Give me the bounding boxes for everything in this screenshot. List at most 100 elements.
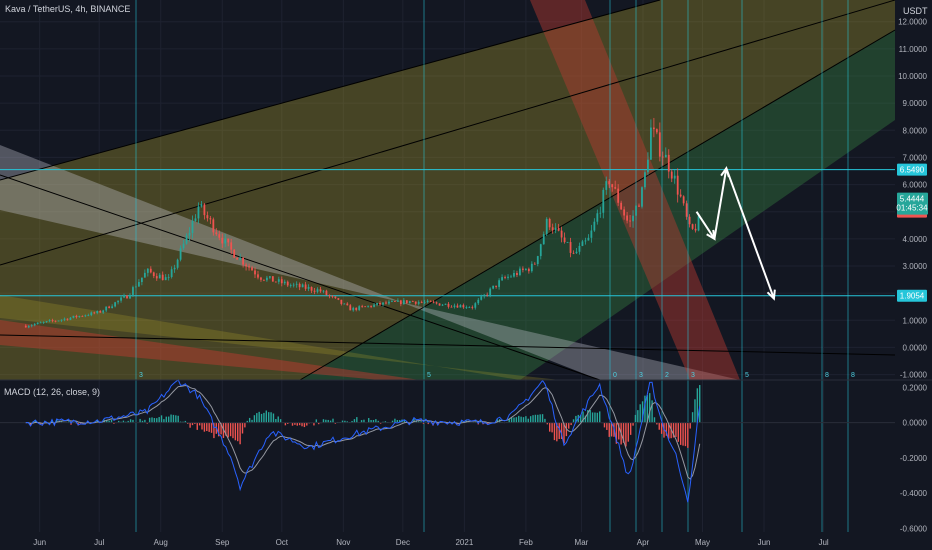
candle-body [641, 187, 643, 207]
time-tick-label: Jun [33, 538, 46, 547]
price-axis[interactable]: 12.0000 11.0000 10.0000 9.0000 8.0000 7.0000 6… [898, 18, 927, 380]
candle-body [167, 276, 170, 278]
candle-body [691, 224, 694, 229]
candle-body [155, 276, 158, 279]
price-tick-label: 3.0000 [903, 262, 928, 271]
candle-body [536, 256, 539, 264]
histogram-bar [534, 414, 537, 423]
histogram-bar [306, 422, 308, 426]
histogram-bar [658, 422, 660, 430]
time-tick-label: Jun [758, 538, 771, 547]
time-tick-label: Jul [94, 538, 104, 547]
candle-body [146, 268, 149, 273]
price-tick-label: 9.0000 [903, 99, 928, 108]
candle-body [57, 320, 60, 322]
candle-body [388, 301, 390, 304]
time-axis[interactable]: Jun Jul Aug Sep Oct Nov Dec 2021 Feb Mar Apr May Jun… [33, 538, 829, 547]
candle-body [513, 272, 515, 277]
candle-body [548, 218, 551, 228]
macd-tick-label: -0.4000 [900, 489, 928, 498]
macd-axis[interactable]: 0.2000 0.0000 -0.2000 -0.4000 -0.6000 [900, 383, 928, 533]
candle-body [385, 302, 387, 304]
histogram-bar [313, 422, 315, 426]
histogram-bar [618, 422, 620, 440]
histogram-bar [53, 422, 56, 425]
candle-body [149, 268, 152, 273]
histogram-bar [606, 422, 608, 430]
histogram-bar [160, 415, 163, 423]
macd-line [25, 379, 701, 503]
candle-body [688, 216, 691, 225]
histogram-bar [208, 422, 210, 432]
histogram-bar [668, 422, 670, 439]
vertical-line-number: 3 [639, 372, 643, 379]
candle-body [179, 248, 182, 260]
candle-body [542, 234, 545, 245]
histogram-bar [360, 420, 363, 423]
candle-body [206, 215, 209, 219]
candle-body [286, 281, 289, 286]
time-tick-label: Feb [519, 538, 533, 547]
candle-series [24, 117, 700, 329]
symbol-title[interactable]: Kava / TetherUS, 4h, BINANCE [5, 4, 130, 14]
histogram-bar [656, 422, 658, 425]
candle-body [87, 315, 90, 316]
candle-body [590, 230, 593, 238]
candle-body [474, 303, 477, 308]
candle-body [402, 300, 405, 305]
histogram-bar [296, 422, 298, 426]
histogram-bar [265, 410, 268, 423]
candle-body [194, 218, 197, 221]
histogram-bar [248, 417, 251, 423]
histogram-bar [225, 422, 227, 436]
candle-body [358, 306, 361, 310]
candle-body [441, 304, 444, 306]
histogram-bar [210, 422, 213, 433]
candle-body [239, 257, 242, 260]
histogram-bar [275, 419, 277, 423]
histogram-bar [570, 422, 572, 426]
histogram-bar [513, 417, 515, 423]
histogram-bar [572, 419, 575, 423]
candle-body [644, 172, 646, 188]
time-tick-label: Jul [818, 538, 828, 547]
macd-tick-label: -0.6000 [900, 524, 928, 533]
candle-body [551, 227, 554, 231]
candle-body [379, 302, 381, 305]
candle-body [346, 303, 349, 306]
histogram-bar [527, 418, 529, 423]
histogram-bar [558, 422, 560, 440]
histogram-bar [363, 419, 365, 423]
candle-body [99, 310, 102, 313]
histogram-bar [117, 420, 120, 423]
macd-title[interactable]: MACD (12, 26, close, 9) [4, 387, 100, 397]
macd-tick-label: 0.2000 [903, 383, 928, 392]
candle-body [652, 127, 655, 130]
candle-body [132, 287, 134, 295]
histogram-bar [329, 420, 332, 423]
histogram-bar [437, 422, 439, 426]
candle-body [48, 320, 51, 322]
candle-body [292, 284, 295, 286]
candle-body [453, 305, 456, 307]
channel-edge [0, 0, 896, 266]
histogram-bar [203, 422, 206, 432]
candle-body [486, 294, 489, 296]
histogram-bar [156, 418, 158, 423]
histogram-bar [191, 422, 194, 426]
countdown-label: 01:45:34 [896, 204, 928, 213]
histogram-bar [487, 422, 489, 425]
histogram-bar [106, 419, 108, 423]
histogram-bar [646, 395, 649, 423]
candle-body [260, 277, 262, 280]
histogram-bar [682, 422, 684, 446]
candle-body [411, 301, 414, 302]
candle-body [599, 212, 602, 214]
candle-body [212, 219, 215, 233]
candle-body [524, 268, 527, 270]
candle-body [480, 296, 483, 300]
candle-body [468, 307, 471, 309]
candle-body [120, 297, 122, 301]
